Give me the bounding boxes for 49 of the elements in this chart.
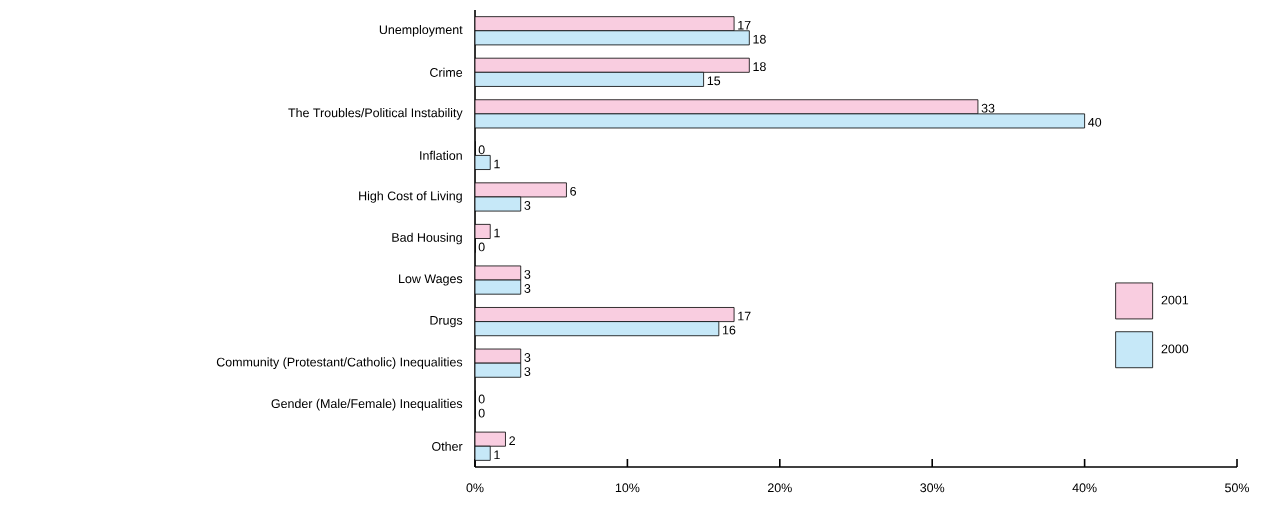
data-label: 1 [494,159,500,169]
data-label: 0 [478,242,485,252]
data-label: 0 [478,394,485,404]
x-tick-label: 0% [466,483,484,493]
y-tick-label: Drugs [430,316,463,328]
text: 2001 [1161,295,1189,305]
y-tick-label: Low Wages [399,274,463,286]
bar [475,182,567,198]
data-label: 17 [738,20,751,30]
data-label: 15 [707,76,721,86]
bar [475,30,750,46]
x-tick-label: 50% [1225,483,1250,493]
y-tick-label: High Cost of Living [359,191,462,203]
bar [475,99,979,115]
bar [475,57,750,73]
data-label: 0 [478,408,485,418]
data-label: 33 [981,103,995,113]
bar [475,16,735,32]
text: 2000 [1161,344,1189,354]
data-label: 3 [524,269,531,279]
y-tick-label: Crime [430,67,463,77]
data-label: 18 [753,62,766,72]
data-label: 2 [509,436,515,445]
data-label: 40 [1088,117,1102,127]
y-tick-label: The Troubles/Political Instability [288,108,463,120]
data-label: 0 [478,145,485,155]
bar [475,71,705,87]
x-tick-label: 20% [767,483,792,493]
y-tick-label: Bad Housing [392,232,462,245]
data-label: 18 [753,34,766,44]
data-label: 1 [494,450,500,460]
data-label: 3 [524,353,531,362]
bar [475,307,735,322]
x-tick-label: 10% [615,483,640,493]
data-label: 17 [738,311,751,321]
y-tick-label: Gender (Male/Female) Inequalities [271,398,463,411]
data-label: 16 [723,325,736,335]
y-tick-label: Inflation [420,150,462,160]
data-label: 1 [494,228,500,238]
y-tick-label: Community (Protestant/Catholic) Inequalities [216,357,463,369]
bar [475,321,720,337]
data-label: 3 [524,284,531,293]
y-tick-label: Unemployment [379,24,463,37]
y-tick-label: Other [432,441,463,451]
data-label: 3 [524,367,531,377]
data-label: 3 [524,201,531,210]
x-tick-label: 40% [1072,483,1097,493]
x-tick-label: 30% [920,483,945,493]
data-label: 6 [570,186,577,196]
